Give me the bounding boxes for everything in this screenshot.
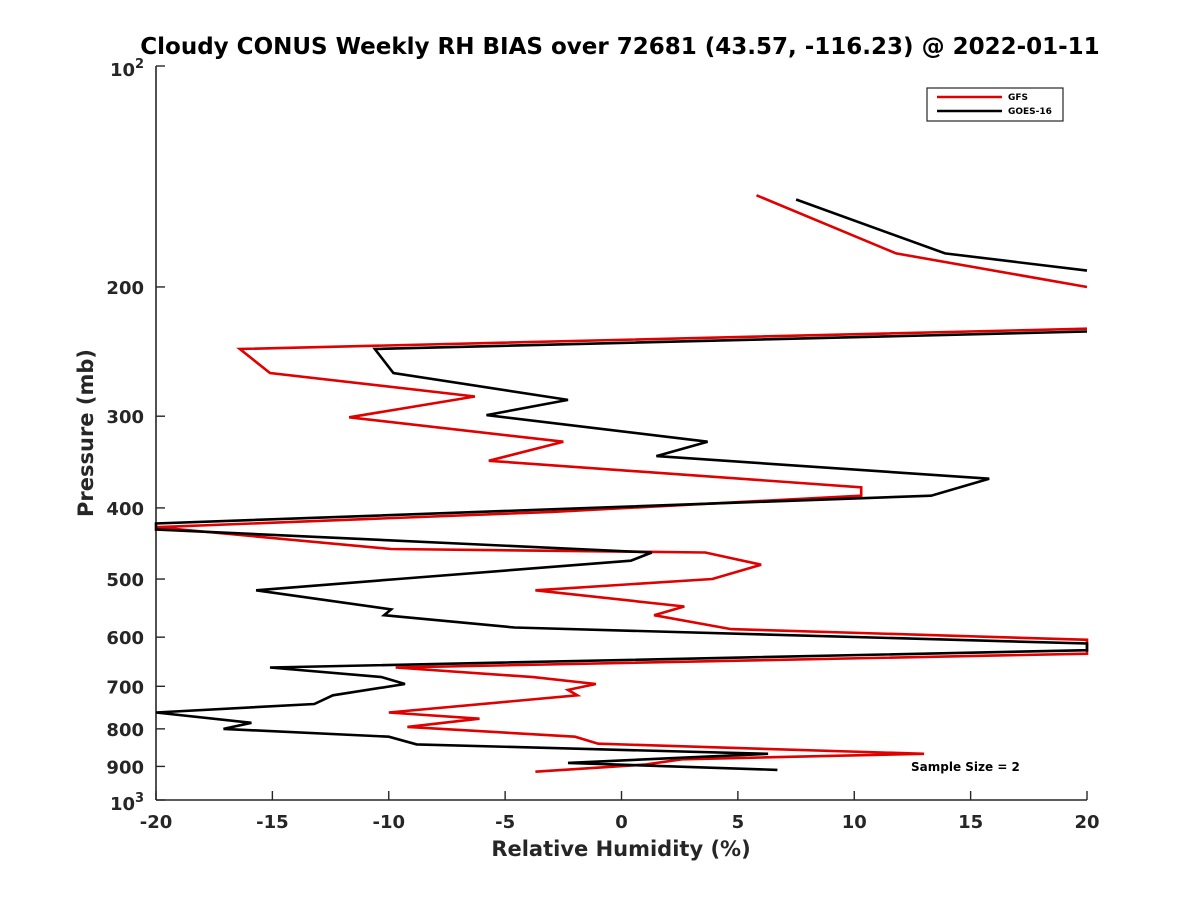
y-tick-bottom-base: 10 (110, 794, 135, 815)
y-tick-label: 200 (106, 278, 144, 299)
x-tick-label: -20 (140, 812, 173, 833)
x-tick-label: -10 (372, 812, 405, 833)
x-tick-label: 10 (842, 812, 867, 833)
y-tick-top-base: 10 (110, 60, 135, 81)
y-tick-label: 600 (106, 628, 144, 649)
y-ticks: 200 300 400 500 600 700 800 900 (106, 65, 165, 801)
series-line-goes-16 (154, 198, 1089, 772)
series-line-gfs (155, 194, 1089, 773)
x-tick-label: 0 (615, 812, 628, 833)
y-tick-label-top: 102 (110, 57, 144, 81)
chart-title: Cloudy CONUS Weekly RH BIAS over 72681 (… (140, 34, 1099, 60)
legend-label: GFS (1008, 93, 1028, 103)
x-axis-label: Relative Humidity (%) (491, 837, 750, 861)
legend-box (926, 87, 1064, 122)
x-tick-label: -5 (495, 812, 515, 833)
x-tick-label: 5 (732, 812, 745, 833)
y-tick-label: 700 (106, 677, 144, 698)
legend-label: GOES-16 (1008, 107, 1052, 117)
y-tick-label: 500 (106, 570, 144, 591)
y-tick-label: 800 (106, 720, 144, 741)
y-tick-top-exp: 2 (135, 57, 144, 72)
y-tick-label: 300 (106, 407, 144, 428)
x-ticks: -20 -15 -10 -5 0 5 10 15 20 (140, 791, 1100, 833)
y-axis-label: Pressure (mb) (74, 349, 98, 517)
x-tick-label: 20 (1074, 812, 1099, 833)
x-tick-label: -15 (256, 812, 289, 833)
series-lines (154, 194, 1089, 773)
sample-size-annotation: Sample Size = 2 (911, 760, 1020, 774)
x-tick-label: 15 (958, 812, 983, 833)
y-tick-label-bottom: 103 (110, 791, 144, 815)
y-tick-label: 900 (106, 757, 144, 778)
y-tick-bottom-exp: 3 (135, 791, 144, 806)
plot-area (155, 66, 1087, 801)
legend: GFS GOES-16 (926, 87, 1064, 122)
y-tick-label: 400 (106, 499, 144, 520)
